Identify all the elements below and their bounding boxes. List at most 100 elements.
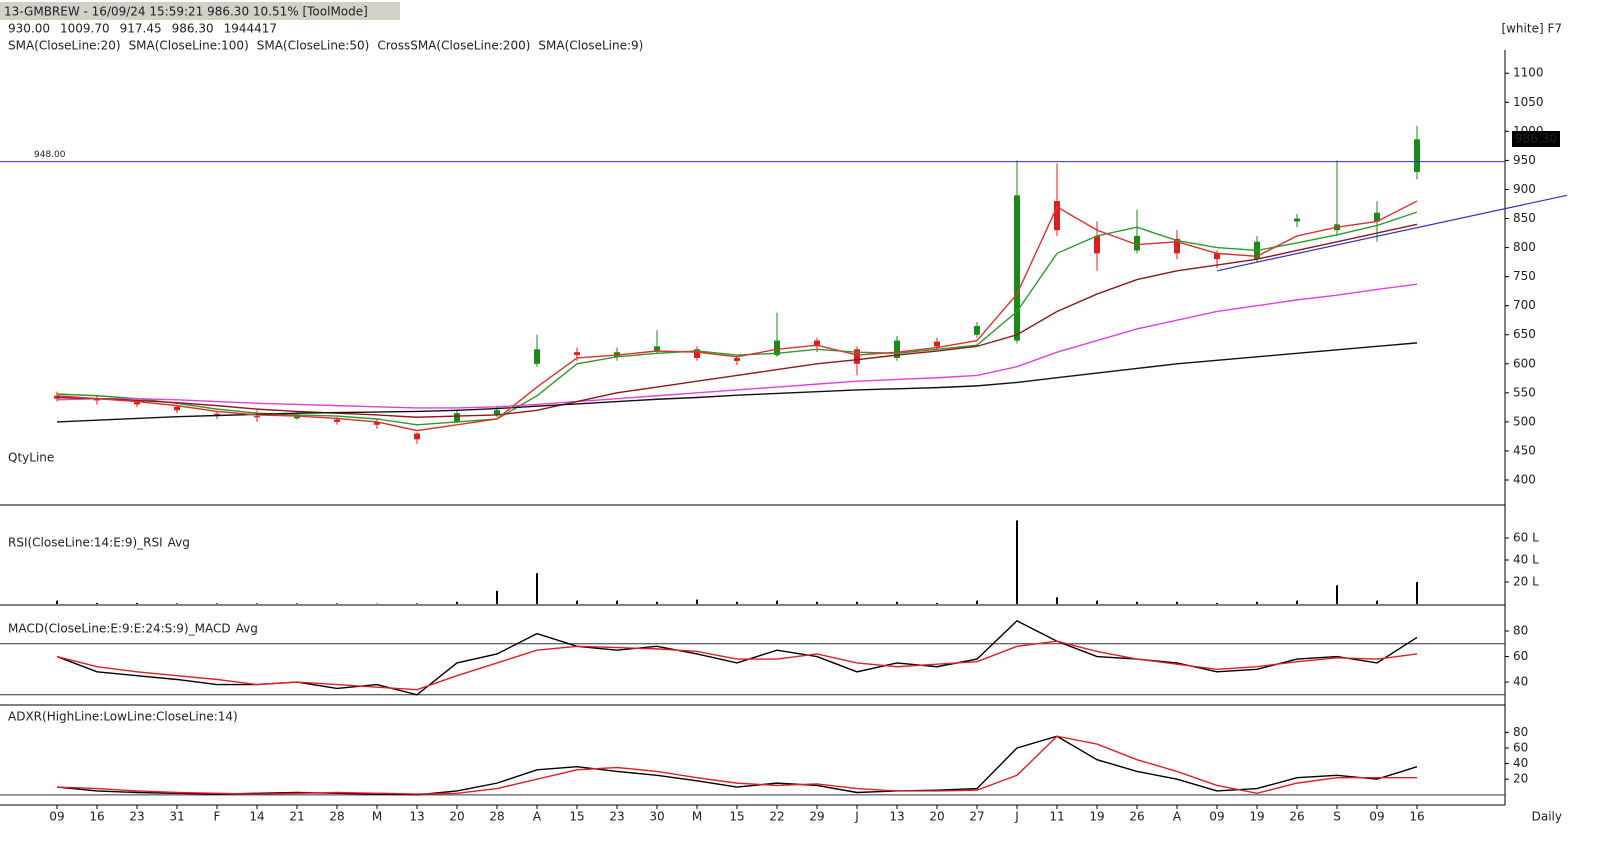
volume-bar (1056, 597, 1058, 604)
y-tick-label: 900 (1513, 182, 1536, 196)
candle-body (1134, 235, 1140, 251)
volume-bar (1256, 601, 1258, 604)
candle-body (814, 340, 820, 347)
candle-body (1014, 195, 1020, 341)
legend-entry: SMA(CloseLine:9) (538, 39, 643, 53)
candle-body (374, 421, 380, 425)
y-tick-label: 450 (1513, 443, 1536, 457)
x-tick-label: A (1173, 810, 1182, 824)
volume-bar (1136, 601, 1138, 604)
volume-bar (1296, 600, 1298, 604)
y-tick-label: 40 (1513, 675, 1528, 689)
candle-body (94, 398, 100, 401)
volume-bar (936, 602, 938, 604)
x-tick-label: 23 (129, 810, 144, 824)
panel-title: ADXR(HighLine:LowLine:CloseLine:14) (8, 710, 238, 724)
volume-bar (1216, 602, 1218, 604)
y-tick-label: 800 (1513, 240, 1536, 254)
y-tick-label: 60 (1513, 649, 1528, 663)
candle-body (894, 340, 900, 358)
x-tick-label: 22 (769, 810, 784, 824)
candle-body (654, 346, 660, 352)
legend-entry: CrossSMA(CloseLine:200) (377, 39, 530, 53)
quote-value: 986.30 (172, 22, 214, 36)
y-tick-label: 80 (1513, 725, 1528, 739)
volume-bar (856, 601, 858, 604)
volume-bar (1016, 520, 1018, 604)
volume-bar (1416, 582, 1418, 604)
y-tick-label: 700 (1513, 298, 1536, 312)
candle-body (1414, 139, 1420, 173)
x-tick-label: 09 (49, 810, 64, 824)
volume-bar (776, 600, 778, 604)
x-tick-label: 30 (649, 810, 664, 824)
x-tick-label: 26 (1129, 810, 1144, 824)
y-tick-label: 400 (1513, 473, 1536, 487)
candle-body (254, 416, 260, 418)
candle-body (734, 357, 740, 361)
volume-bar (96, 602, 98, 604)
trendline (1216, 194, 1568, 272)
series-line (56, 640, 1418, 691)
title-bar (0, 2, 400, 20)
y-tick-label: 1100 (1513, 66, 1544, 80)
x-tick-label: 23 (609, 810, 624, 824)
volume-bar (1376, 600, 1378, 604)
horizontal-line-label: 948.00 (34, 150, 66, 160)
x-tick-label: 26 (1289, 810, 1304, 824)
volume-bar (536, 573, 538, 604)
y-tick-label: 550 (1513, 385, 1536, 399)
y-tick-label: 750 (1513, 269, 1536, 283)
series-line (56, 211, 1418, 426)
x-tick-label: F (214, 810, 221, 824)
x-tick-label: 09 (1369, 810, 1384, 824)
y-tick-label: 950 (1513, 153, 1536, 167)
volume-bar (1336, 585, 1338, 604)
y-tick-label: 500 (1513, 414, 1536, 428)
volume-bar (456, 601, 458, 604)
quote-value: 930.00 (8, 22, 50, 36)
x-tick-label: 19 (1089, 810, 1104, 824)
volume-bar (696, 599, 698, 604)
x-tick-label: M (372, 810, 382, 824)
y-tick-label: 650 (1513, 327, 1536, 341)
x-tick-label: 20 (929, 810, 944, 824)
candle-body (1094, 235, 1100, 254)
candle-body (854, 349, 860, 364)
panel-label: QtyLine (8, 451, 54, 465)
panel-title-avg: Avg (168, 536, 190, 550)
panel-title: MACD(CloseLine:E:9:E:24:S:9)_MACD (8, 622, 231, 636)
x-tick-label: 13 (889, 810, 904, 824)
x-tick-label: 14 (249, 810, 264, 824)
candle-body (694, 349, 700, 358)
panel-title: RSI(CloseLine:14:E:9)_RSI (8, 536, 163, 550)
candle-body (54, 395, 60, 399)
volume-bar (576, 600, 578, 604)
y-tick-label: 20 L (1513, 575, 1539, 589)
y-tick-label: 60 L (1513, 531, 1539, 545)
candle-body (1214, 253, 1220, 260)
volume-bar (56, 600, 58, 604)
y-tick-label: 60 (1513, 740, 1528, 754)
candle-body (134, 402, 140, 405)
x-tick-label: 28 (329, 810, 344, 824)
x-axis-label: Daily (1532, 810, 1562, 824)
x-tick-label: 28 (489, 810, 504, 824)
x-tick-label: 27 (969, 810, 984, 824)
volume-bar (656, 601, 658, 604)
candle-body (174, 406, 180, 411)
series-line (56, 735, 1417, 795)
x-tick-label: S (1333, 810, 1341, 824)
x-tick-label: 29 (809, 810, 824, 824)
candle-body (1174, 238, 1180, 254)
y-tick-label: 20 (1513, 772, 1528, 786)
x-tick-label: 09 (1209, 810, 1224, 824)
y-tick-label: 40 (1513, 756, 1528, 770)
candle-body (974, 326, 980, 335)
volume-bar (1176, 601, 1178, 604)
theme-label[interactable]: [white] F7 (1501, 22, 1562, 36)
candle-body (574, 352, 580, 356)
panel-title-avg: Avg (236, 622, 258, 636)
volume-bar (336, 603, 338, 604)
